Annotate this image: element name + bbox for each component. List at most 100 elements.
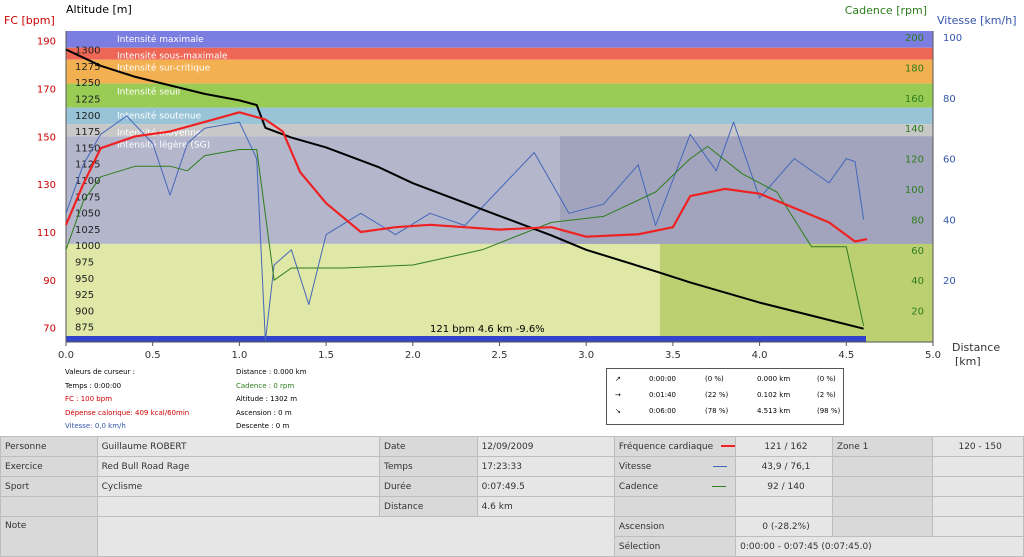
zone-label: Intensité sur-critique [117, 63, 211, 74]
exercice-value: Red Bull Road Rage [96, 456, 381, 477]
cursor-values-panel-2: Distance : 0.000 km Cadence : 0 rpm Alti… [236, 366, 307, 434]
altitude-tick-label: 1300 [75, 46, 100, 57]
cursor-calorie: Dépense calorique: 409 kcal/60min [65, 408, 190, 417]
sport-value: Cyclisme [96, 476, 381, 497]
altitude-tick-label: 1050 [75, 209, 100, 220]
empty-cell [831, 476, 934, 497]
hr-tick-label: 170 [37, 84, 56, 95]
altitude-tick-label: 925 [75, 290, 94, 301]
cadence-tick-label: 180 [905, 63, 924, 74]
cadence-value: 92 / 140 [735, 476, 833, 497]
empty-cell [932, 456, 1024, 477]
slope-time-pct: (22 %) [705, 391, 729, 399]
cadence-tick-label: 120 [905, 155, 924, 166]
temps-value: 17:23:33 [476, 456, 615, 477]
cursor-values-panel: Valeurs de curseur : Temps : 0:00:00 FC … [65, 366, 189, 434]
table-row: Note Ascension 0 (-28.2%) [0, 516, 1024, 557]
altitude-tick-label: 1100 [75, 176, 100, 187]
x-tick-label: 0.0 [58, 350, 74, 361]
series-altitude [65, 48, 864, 330]
hr-axis-label: FC [bpm] [4, 14, 55, 27]
temps-label: Temps [379, 456, 478, 477]
empty-cell [831, 496, 934, 517]
x-tick-label: 2.0 [405, 350, 421, 361]
altitude-tick-label: 1225 [75, 94, 100, 105]
speed-tick-label: 40 [943, 215, 956, 226]
altitude-tick-label: 1125 [75, 160, 100, 171]
cadence-tick-label: 40 [911, 276, 924, 287]
selection-label: Sélection [613, 536, 737, 557]
cursor-descent: Descente : 0 m [236, 422, 290, 430]
distance-value: 4.6 km [476, 496, 615, 517]
slope-dist: 4.513 km [757, 407, 791, 415]
empty-cell [932, 516, 1024, 537]
hr-tick-label: 90 [43, 276, 56, 287]
summary-table: Personne Guillaume ROBERT Date 12/09/200… [0, 436, 1024, 557]
slope-row-flat: → 0:01:40 (22 %) 0.102 km (2 %) [607, 389, 843, 404]
zone-band [66, 31, 933, 48]
altitude-tick-label: 1075 [75, 192, 100, 203]
x-tick-label: 4.0 [752, 350, 768, 361]
x-tick-label: 1.5 [318, 350, 334, 361]
zone-label: Intensité soutenue [117, 111, 202, 122]
x-tick-label: 4.5 [838, 350, 854, 361]
hr-tick-label: 190 [37, 37, 56, 48]
zone-label: Intensité seuil [117, 87, 180, 98]
slope-dist: 0.102 km [757, 391, 791, 399]
cursor-cadence: Cadence : 0 rpm [236, 381, 295, 390]
zone-label: Zone 1 [831, 436, 934, 457]
zone-band [66, 107, 933, 125]
table-row: Distance 4.6 km [0, 496, 1024, 517]
slope-row-up: ↗ 0:00:00 (0 %) 0.000 km (0 %) [607, 373, 843, 388]
distance-label: Distance [379, 496, 478, 517]
altitude-tick-label: 1025 [75, 225, 100, 236]
note-value[interactable] [96, 516, 615, 557]
speed-swatch [713, 465, 728, 467]
zone-value: 120 - 150 [932, 436, 1024, 457]
x-tick-label: 0.5 [145, 350, 161, 361]
cadence-tick-label: 100 [905, 185, 924, 196]
zone-label: Intensité légère (SG) [117, 139, 210, 150]
speed-axis-label: Vitesse [km/h] [937, 14, 1017, 27]
altitude-tick-label: 1200 [75, 111, 100, 122]
slope-dist: 0.000 km [757, 375, 791, 383]
altitude-tick-label: 1250 [75, 78, 100, 89]
slope-time: 0:06:00 [649, 407, 676, 415]
x-axis-unit: [km] [955, 355, 981, 366]
empty-cell [831, 456, 934, 477]
hr-tick-label: 130 [37, 180, 56, 191]
empty-cell [932, 496, 1024, 517]
altitude-tick-label: 1275 [75, 62, 100, 73]
x-tick-label: 1.0 [231, 350, 247, 361]
x-axis-label: Distance [952, 341, 1000, 354]
cursor-title: Valeurs de curseur : [65, 368, 135, 376]
slope-time-pct: (78 %) [705, 407, 729, 415]
empty-cell [613, 496, 737, 517]
zone-shade [560, 136, 933, 244]
arrow-down-right-icon: ↘ [615, 407, 621, 415]
activity-chart[interactable]: Intensité maximale Intensité sous-maximal… [0, 0, 1024, 366]
speed-tick-label: 100 [943, 33, 962, 44]
cadence-tick-label: 60 [911, 246, 924, 257]
sport-label: Sport [0, 476, 98, 497]
cadence-tick-label: 200 [905, 33, 924, 44]
table-row: Sport Cyclisme Durée 0:07:49.5 Cadence 9… [0, 476, 1024, 497]
empty-cell [735, 496, 833, 517]
personne-value: Guillaume ROBERT [96, 436, 381, 457]
cursor-distance: Distance : 0.000 km [236, 368, 307, 376]
duree-label: Durée [379, 476, 478, 497]
altitude-tick-label: 875 [75, 323, 94, 334]
zone-band [66, 83, 933, 108]
vitesse-label: Vitesse [613, 456, 737, 477]
hr-tick-label: 70 [43, 324, 56, 335]
empty-cell [831, 516, 934, 537]
table-row: Sélection 0:00:00 - 0:07:45 (0:07:45.0) [1, 536, 1024, 557]
altitude-tick-label: 975 [75, 258, 94, 269]
cursor-time: Temps : 0:00:00 [65, 381, 122, 390]
hr-tick-label: 110 [37, 228, 56, 239]
empty-cell [932, 476, 1024, 497]
speed-tick-label: 80 [943, 94, 956, 105]
empty-cell [96, 496, 381, 517]
table-row: Exercice Red Bull Road Rage Temps 17:23:… [0, 456, 1024, 477]
series-cadence [65, 145, 865, 326]
